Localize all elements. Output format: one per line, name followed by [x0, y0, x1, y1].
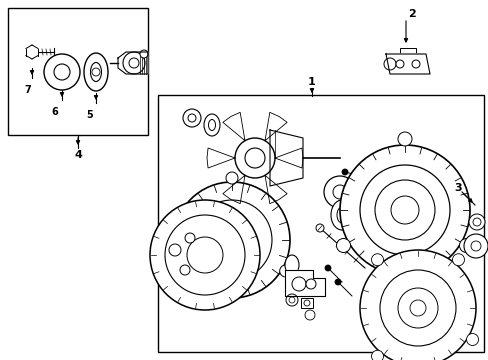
Polygon shape — [206, 148, 235, 168]
Text: 7: 7 — [24, 85, 31, 95]
Circle shape — [192, 200, 271, 280]
Circle shape — [359, 250, 475, 360]
Circle shape — [169, 244, 181, 256]
Text: 4: 4 — [74, 150, 82, 160]
Circle shape — [54, 64, 70, 80]
Circle shape — [150, 200, 260, 310]
Text: 6: 6 — [52, 107, 58, 117]
Ellipse shape — [208, 120, 215, 131]
Circle shape — [383, 58, 395, 70]
Bar — [301, 298, 312, 308]
Circle shape — [235, 138, 274, 178]
Circle shape — [409, 300, 425, 316]
Text: 2: 2 — [407, 9, 415, 19]
Polygon shape — [264, 112, 286, 141]
Ellipse shape — [285, 255, 298, 275]
Circle shape — [397, 132, 411, 146]
Circle shape — [451, 254, 464, 266]
Circle shape — [123, 52, 145, 74]
Circle shape — [186, 237, 223, 273]
Circle shape — [315, 224, 324, 232]
Circle shape — [390, 196, 418, 224]
Polygon shape — [264, 175, 286, 204]
Circle shape — [334, 279, 340, 285]
Polygon shape — [385, 54, 429, 74]
Circle shape — [288, 297, 294, 303]
Circle shape — [285, 294, 297, 306]
Circle shape — [466, 333, 478, 346]
Circle shape — [324, 176, 355, 208]
Circle shape — [140, 50, 148, 58]
Circle shape — [174, 182, 289, 298]
Circle shape — [374, 180, 434, 240]
Text: 1: 1 — [307, 77, 315, 87]
Circle shape — [183, 109, 201, 127]
Text: 3: 3 — [453, 183, 461, 193]
Circle shape — [184, 233, 195, 243]
Text: 5: 5 — [86, 110, 93, 120]
Ellipse shape — [84, 53, 108, 91]
Ellipse shape — [336, 207, 346, 223]
Circle shape — [305, 310, 314, 320]
Circle shape — [129, 58, 139, 68]
Circle shape — [463, 234, 487, 258]
Circle shape — [180, 265, 190, 275]
Circle shape — [225, 172, 238, 184]
Circle shape — [395, 60, 403, 68]
Circle shape — [359, 165, 449, 255]
Polygon shape — [269, 130, 303, 186]
Ellipse shape — [203, 114, 220, 136]
Circle shape — [244, 148, 264, 168]
Circle shape — [212, 220, 251, 260]
Circle shape — [164, 215, 244, 295]
Circle shape — [336, 239, 350, 252]
Circle shape — [187, 114, 196, 122]
Polygon shape — [285, 270, 325, 296]
Circle shape — [472, 218, 480, 226]
Circle shape — [468, 214, 484, 230]
Circle shape — [371, 254, 383, 266]
Circle shape — [339, 145, 469, 275]
Polygon shape — [223, 175, 244, 204]
Circle shape — [459, 239, 472, 252]
Circle shape — [172, 265, 184, 277]
Ellipse shape — [90, 63, 102, 81]
Circle shape — [397, 288, 437, 328]
Circle shape — [332, 185, 346, 199]
Circle shape — [470, 241, 480, 251]
Circle shape — [341, 169, 347, 175]
Circle shape — [305, 279, 315, 289]
Bar — [158, 95, 483, 352]
Circle shape — [92, 68, 100, 76]
Circle shape — [279, 265, 291, 277]
Ellipse shape — [330, 200, 352, 230]
Bar — [8, 8, 148, 135]
Circle shape — [411, 60, 419, 68]
Bar — [399, 48, 415, 55]
Polygon shape — [223, 112, 244, 141]
Circle shape — [379, 270, 455, 346]
Polygon shape — [118, 52, 148, 74]
Polygon shape — [274, 148, 303, 168]
Circle shape — [371, 350, 383, 360]
Circle shape — [325, 265, 330, 271]
Circle shape — [44, 54, 80, 90]
Circle shape — [291, 277, 305, 291]
Circle shape — [304, 300, 309, 306]
